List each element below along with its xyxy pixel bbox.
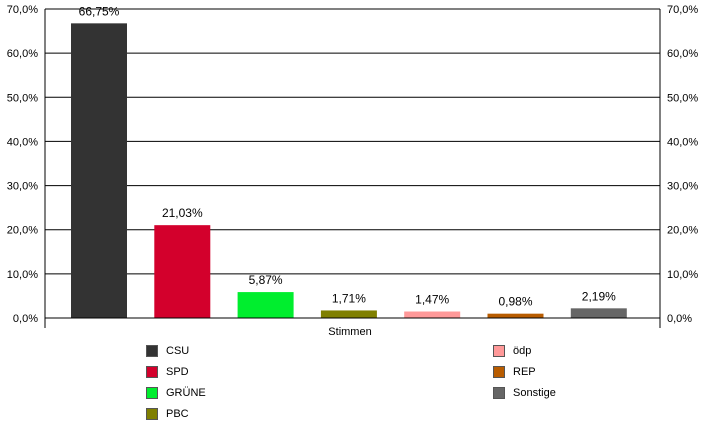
y-tick-label-left: 30,0%	[7, 181, 38, 193]
y-tick-label-right: 30,0%	[667, 181, 698, 193]
bar-rep	[487, 313, 544, 318]
legend-item-ödp: ödp	[493, 345, 531, 357]
bar-spd	[154, 225, 211, 318]
y-tick-label-left: 0,0%	[13, 313, 38, 325]
y-tick-label-right: 40,0%	[667, 136, 698, 148]
left-y-axis-ticks: 0,0% 10,0% 20,0% 30,0% 40,0% 50,0% 60,0% 70,0%	[7, 4, 38, 325]
y-tick-label-right: 20,0%	[667, 225, 698, 237]
legend-item-rep: REP	[493, 366, 536, 378]
y-tick-label-left: 40,0%	[7, 136, 38, 148]
data-label-grüne: 5,87%	[249, 273, 283, 287]
bars	[71, 23, 627, 318]
y-tick-label-right: 70,0%	[667, 4, 698, 16]
data-label-sonstige: 2,19%	[582, 289, 616, 303]
legend-swatch	[146, 345, 158, 357]
legend-item-csu: CSU	[146, 345, 189, 357]
bar-grüne	[237, 292, 294, 318]
y-tick-label-right: 50,0%	[667, 92, 698, 104]
x-axis-label: Stimmen	[328, 326, 371, 338]
legend-label: ödp	[513, 345, 532, 357]
y-tick-label-left: 70,0%	[7, 4, 38, 16]
legend-swatch	[493, 345, 505, 357]
bar-sonstige	[570, 308, 627, 318]
y-tick-label-left: 60,0%	[7, 48, 38, 60]
gridlines	[45, 8, 660, 275]
y-tick-label-right: 60,0%	[667, 48, 698, 60]
y-tick-label-left: 10,0%	[7, 269, 38, 281]
legend-label: CSU	[166, 345, 190, 357]
bar-ödp	[404, 311, 461, 318]
bar-csu	[71, 23, 127, 318]
data-label-ödp: 1,47%	[415, 293, 449, 307]
data-label-pbc: 1,71%	[332, 291, 366, 305]
legend-item-sonstige: Sonstige	[493, 387, 556, 399]
legend-swatch	[493, 366, 505, 378]
legend-swatch	[146, 408, 158, 420]
legend-swatch	[146, 366, 158, 378]
legend-swatch	[493, 387, 505, 399]
legend-label: GRÜNE	[166, 387, 206, 399]
data-label-csu: 66,75%	[79, 4, 120, 18]
y-tick-label-left: 50,0%	[7, 92, 38, 104]
legend-label: PBC	[166, 408, 189, 420]
data-labels: 66,75% 21,03% 5,87% 1,71% 1,47% 0,98% 2,19%	[79, 4, 616, 308]
legend-label: SPD	[166, 366, 189, 378]
data-label-rep: 0,98%	[498, 295, 532, 309]
legend-label: Sonstige	[513, 387, 556, 399]
data-label-spd: 21,03%	[162, 206, 203, 220]
legend-label: REP	[513, 366, 536, 378]
y-tick-label-right: 10,0%	[667, 269, 698, 281]
legend-item-spd: SPD	[146, 366, 189, 378]
legend-item-pbc: PBC	[146, 408, 189, 420]
legend-item-grüne: GRÜNE	[146, 387, 206, 399]
legend-swatch	[146, 387, 158, 399]
y-tick-label-left: 20,0%	[7, 225, 38, 237]
right-y-axis-ticks: 0,0% 10,0% 20,0% 30,0% 40,0% 50,0% 60,0% 70,0%	[667, 4, 698, 325]
y-tick-label-right: 0,0%	[667, 313, 692, 325]
bar-pbc	[320, 310, 377, 318]
